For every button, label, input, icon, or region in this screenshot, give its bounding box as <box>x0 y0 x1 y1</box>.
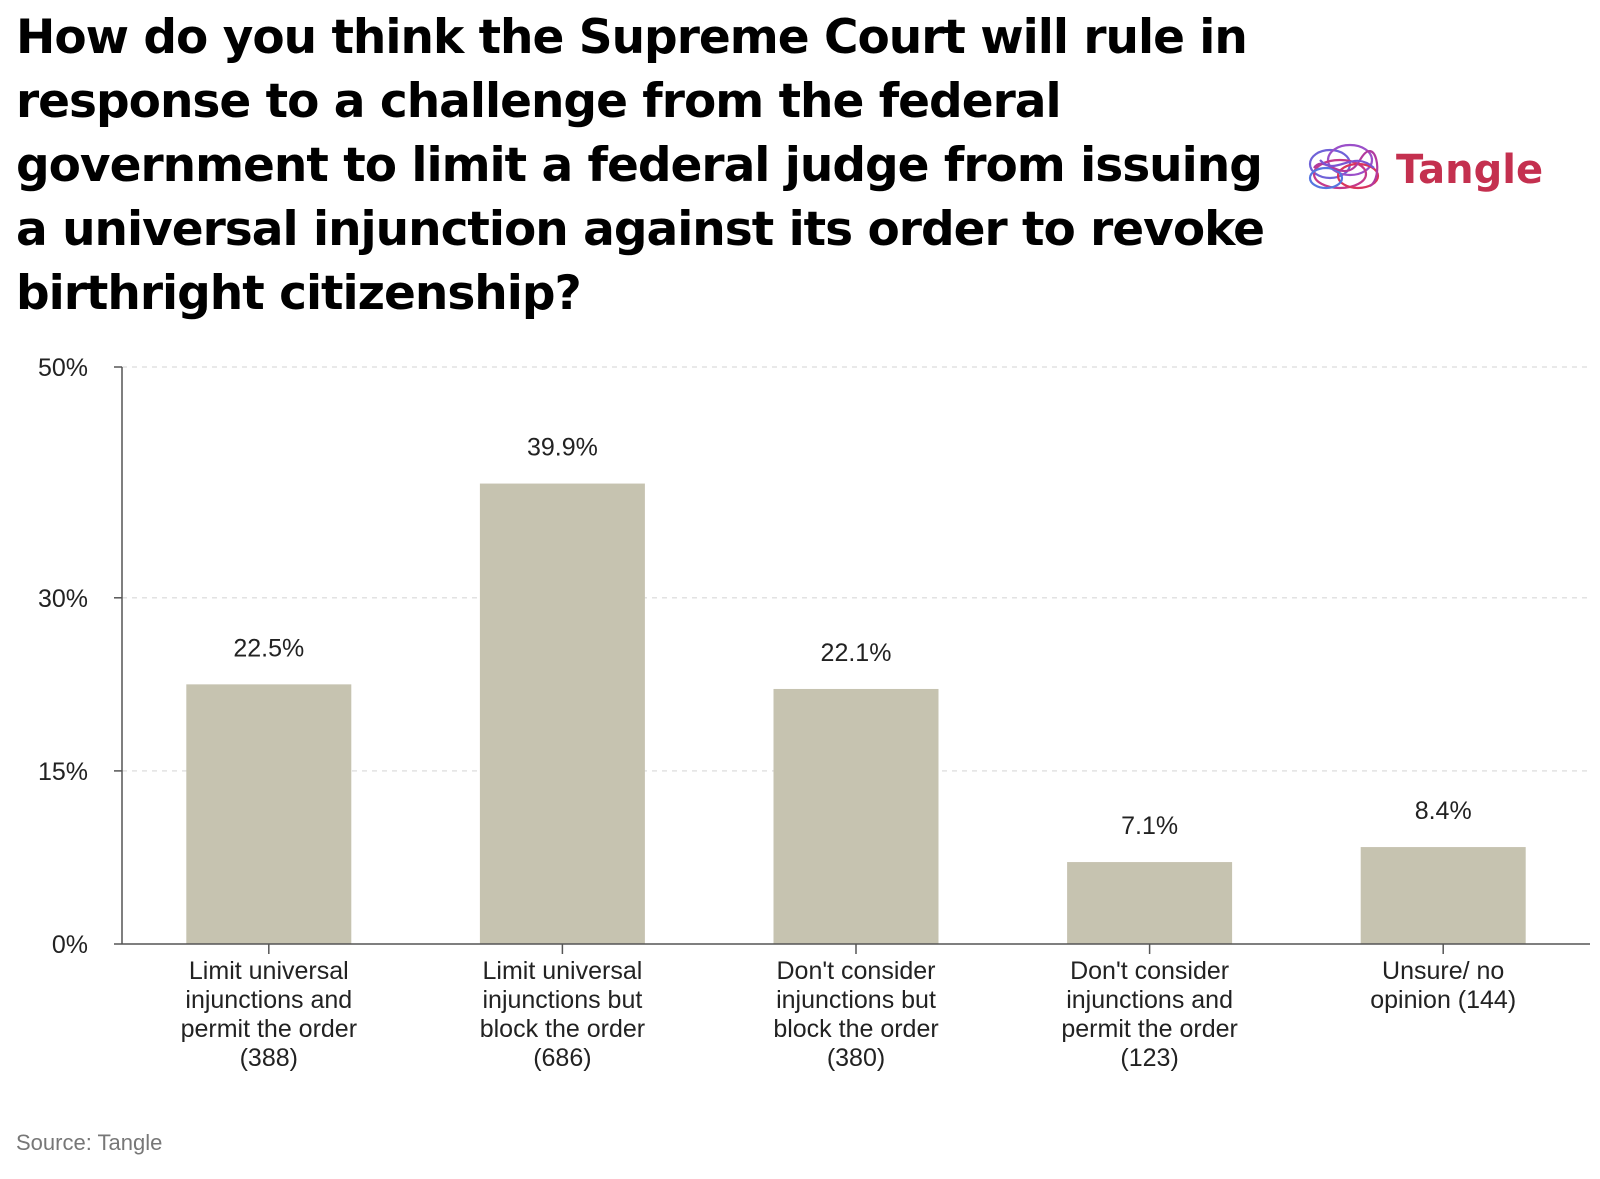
x-tick-label: permit the order <box>1061 1015 1237 1043</box>
chart-title: How do you think the Supreme Court will … <box>16 10 1265 321</box>
x-tick-label: opinion (144) <box>1370 986 1516 1014</box>
bar-value-label: 8.4% <box>1415 797 1472 825</box>
x-tick-label: injunctions and <box>1066 986 1233 1014</box>
x-tick-label: (123) <box>1120 1044 1178 1072</box>
y-tick-label: 15% <box>38 758 88 786</box>
bar <box>1067 862 1233 944</box>
x-tick-label: (686) <box>533 1044 591 1072</box>
x-tick-label: permit the order <box>181 1015 357 1043</box>
x-tick-label: injunctions but <box>776 986 936 1014</box>
x-tick-label: (388) <box>240 1044 298 1072</box>
x-tick-label: Unsure/ no <box>1382 957 1504 985</box>
x-tick-label: Limit universal <box>189 957 349 985</box>
bar-value-label: 39.9% <box>527 434 598 462</box>
logo-text: Tangle <box>1396 147 1544 193</box>
bar-value-label: 22.1% <box>821 639 892 667</box>
bar <box>186 684 352 944</box>
x-tick-label: block the order <box>480 1015 645 1043</box>
x-tick-label: block the order <box>773 1015 938 1043</box>
y-tick-label: 30% <box>38 585 88 613</box>
x-tick-label: injunctions and <box>185 986 352 1014</box>
y-tick-label: 0% <box>52 931 88 959</box>
bar <box>479 483 645 944</box>
bar <box>773 688 939 944</box>
x-tick-label: injunctions but <box>482 986 642 1014</box>
bar-value-label: 22.5% <box>233 634 304 662</box>
x-tick-label: Don't consider <box>776 957 935 985</box>
bar-value-label: 7.1% <box>1121 812 1178 840</box>
x-tick-label: Don't consider <box>1070 957 1229 985</box>
bar <box>1360 847 1526 944</box>
brain-logo-icon <box>1308 143 1380 190</box>
x-tick-label: Limit universal <box>483 957 643 985</box>
y-tick-label: 50% <box>38 354 88 382</box>
source-note: Source: Tangle <box>16 1130 163 1155</box>
tangle-logo: Tangle <box>1300 138 1550 202</box>
bar-chart: 0%15%30%50%22.5%Limit universalinjunctio… <box>38 354 1590 1072</box>
x-tick-label: (380) <box>827 1044 885 1072</box>
